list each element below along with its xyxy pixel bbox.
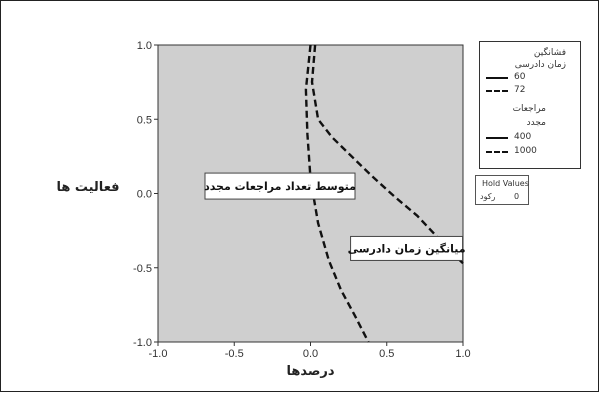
legend-group2-title-line2: مجدد <box>526 118 546 128</box>
x-axis-label: درصدها <box>286 364 334 379</box>
series-line-72 <box>304 44 370 343</box>
legend-group2-title-line1: مراجعات <box>512 104 546 114</box>
y-axis-label: فعالیت ها <box>56 180 119 195</box>
y-tick-label-0: 1.0 <box>137 40 152 52</box>
legend-item-1000: 1000 <box>514 146 537 156</box>
legend-group1-title-line2: زمان دادرسی <box>514 60 566 70</box>
x-tick-label-3: 0.5 <box>379 348 394 360</box>
hold-values-title: Hold Values <box>482 179 529 188</box>
legend-item-400: 400 <box>514 132 532 142</box>
x-tick-label-1: -0.5 <box>225 348 244 360</box>
hold-values-value: 0 <box>514 192 520 201</box>
x-tick-label-2: 0.0 <box>303 348 318 360</box>
legend-item-72: 72 <box>514 85 526 95</box>
hold-values-box: Hold Values رکود 0 <box>475 175 529 205</box>
legend: فشانگین زمان دادرسی 60 72 مراجعات مجدد 4… <box>479 41 581 169</box>
annotation-trial-time-box <box>350 235 464 261</box>
x-tick-label-4: 1.0 <box>455 348 470 360</box>
annotation-revisits-text: متوسط تعداد مراجعات مجدد <box>204 180 356 193</box>
legend-item-60: 60 <box>514 72 526 82</box>
y-tick-label-3: -0.5 <box>133 263 152 275</box>
legend-group1-title-line1: فشانگین <box>533 48 566 58</box>
y-tick-label-2: 0.0 <box>137 189 152 201</box>
legend-swatch-dashed-2 <box>486 151 508 153</box>
annotation-trial-time-text: میانگین زمان دادرسی <box>348 242 466 255</box>
y-tick-label-4: -1.0 <box>133 337 152 349</box>
hold-values-name: رکود <box>480 192 496 201</box>
x-tick-label-0: -1.0 <box>149 348 168 360</box>
legend-swatch-solid-2 <box>486 137 508 139</box>
legend-swatch-dashed <box>486 90 508 92</box>
y-tick-label-1: 0.5 <box>137 114 152 126</box>
legend-swatch-solid <box>486 77 508 79</box>
annotation-revisits-box <box>204 172 356 200</box>
